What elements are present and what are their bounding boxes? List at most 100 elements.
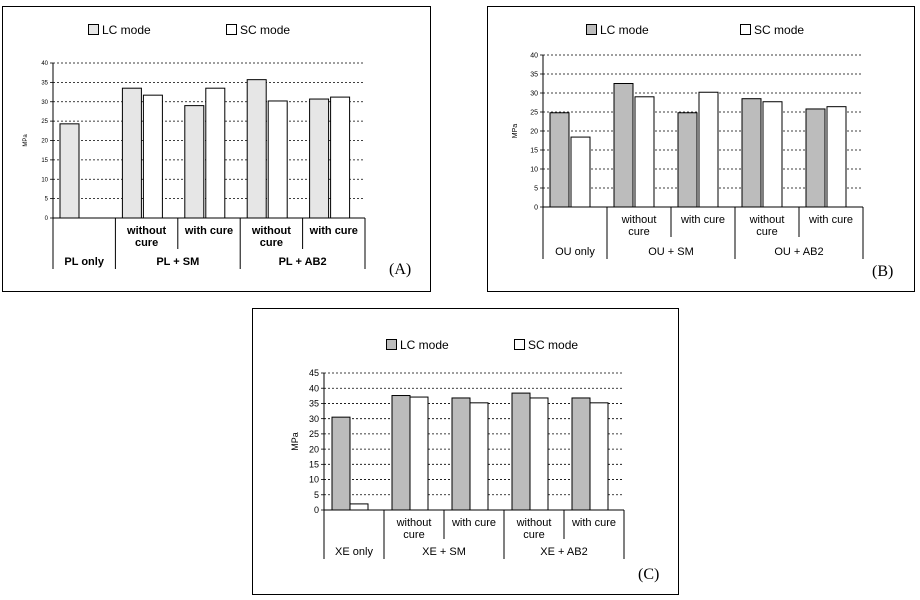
- bar-c-lc-3: [511, 392, 531, 511]
- legend-swatch-sc-c: [514, 339, 526, 350]
- legend-label-lc-b: LC mode: [600, 23, 649, 37]
- legend-swatch-lc-a: [88, 24, 99, 35]
- legend-swatch-sc-a: [226, 24, 238, 35]
- bar-b-sc-1: [634, 96, 655, 208]
- bar-b-lc-1: [613, 83, 634, 208]
- bar-c-sc-2: [469, 402, 489, 511]
- bar-chart-b: 0 5 10 15 20 25 30 35 40 MPa OU only OU + SM OU + AB…: [512, 52, 864, 259]
- category-label-line-b-1-1: cure: [628, 226, 649, 238]
- legend-swatch-sc-b: [740, 24, 752, 35]
- category-label-c-2: with cure: [451, 517, 496, 529]
- ytick-label-a-6: 30: [41, 100, 48, 106]
- category-label-b-2: with cure: [680, 214, 725, 226]
- ytick-label-c-3: 15: [309, 459, 319, 469]
- bar-c-sc-1: [409, 396, 429, 511]
- category-label-line-a-3-1: cure: [260, 237, 283, 249]
- group-label-c-1: XE + SM: [422, 546, 466, 558]
- category-label-a-4: with cure: [309, 225, 358, 237]
- chart-panel-b: LC mode SC mode 0 5 10 15 20 25 30 35 40 MPa OU on…: [487, 6, 915, 292]
- ytick-label-b-2: 10: [530, 166, 538, 173]
- category-label-line-c-3-0: without: [516, 517, 552, 529]
- ytick-label-a-0: 0: [45, 216, 49, 222]
- group-label-b-1: OU + SM: [648, 246, 694, 258]
- group-label-c-0: XE only: [335, 546, 373, 558]
- ytick-label-c-5: 25: [309, 429, 319, 439]
- ytick-label-c-6: 30: [309, 414, 319, 424]
- category-label-line-b-2-0: with cure: [680, 214, 725, 226]
- bar-a-lc-1: [121, 87, 142, 219]
- bar-c-sc-4: [589, 402, 609, 511]
- legend-label-sc-a: SC mode: [240, 23, 291, 37]
- category-label-line-c-4-0: with cure: [571, 517, 616, 529]
- legend-item-lc-c: LC mode: [386, 338, 449, 352]
- y-axis-label-b: MPa: [512, 124, 519, 139]
- ytick-label-c-9: 45: [309, 368, 319, 378]
- category-label-b-1: without cure: [621, 214, 657, 238]
- bar-a-sc-2: [205, 87, 226, 219]
- category-label-a-2: with cure: [184, 225, 233, 237]
- ytick-label-b-8: 40: [530, 52, 538, 59]
- bar-b-sc-2: [698, 91, 719, 208]
- panel-label-c: (C): [638, 566, 660, 583]
- legend-c: LC mode SC mode: [386, 338, 578, 352]
- legend-label-lc-a: LC mode: [102, 23, 151, 37]
- category-label-line-a-1-1: cure: [135, 237, 158, 249]
- group-label-a-2: PL + AB2: [279, 256, 327, 268]
- legend-a: LC mode SC mode: [88, 23, 290, 37]
- category-label-c-3: without cure: [516, 517, 552, 541]
- y-axis-label-a: MPa: [23, 134, 29, 147]
- ytick-label-c-8: 40: [309, 383, 319, 393]
- ytick-label-a-4: 20: [41, 139, 48, 145]
- ytick-label-b-1: 5: [534, 185, 538, 192]
- bar-c-lc-0: [331, 416, 351, 511]
- bar-a-lc-4: [309, 98, 330, 219]
- category-label-c-4: with cure: [571, 517, 616, 529]
- legend-item-lc-a: LC mode: [88, 23, 151, 37]
- category-label-line-b-3-0: without: [749, 214, 785, 226]
- bar-a-lc-0: [59, 123, 80, 219]
- ytick-label-c-0: 0: [314, 505, 319, 515]
- category-label-c-1: without cure: [396, 517, 432, 541]
- legend-item-sc-c: SC mode: [514, 338, 578, 352]
- bar-a-sc-1: [142, 94, 163, 219]
- category-label-a-3: without cure: [251, 225, 291, 249]
- category-label-line-c-1-1: cure: [403, 529, 424, 541]
- legend-label-lc-c: LC mode: [400, 338, 449, 352]
- category-label-line-b-4-0: with cure: [808, 214, 853, 226]
- bar-a-sc-4: [330, 96, 351, 219]
- bar-a-lc-3: [246, 79, 267, 219]
- bar-c-sc-0: [349, 503, 369, 511]
- category-label-line-b-3-1: cure: [756, 226, 777, 238]
- legend-item-sc-a: SC mode: [226, 23, 290, 37]
- ytick-label-b-7: 35: [530, 71, 538, 78]
- ytick-label-c-2: 10: [309, 475, 319, 485]
- legend-label-sc-b: SC mode: [754, 23, 805, 37]
- bar-a-sc-3: [267, 100, 288, 219]
- category-label-b-3: without cure: [749, 214, 785, 238]
- bar-c-lc-1: [391, 395, 411, 511]
- chart-panel-c: LC mode SC mode 0 5 10 15 20 25 30 35 40 45 MPa XE …: [252, 308, 679, 595]
- y-axis-label-c: MPa: [290, 432, 300, 451]
- bar-b-lc-4: [805, 108, 826, 208]
- bar-chart-a: 0 5 10 15 20 25 30 35 40 MPa PL only PL + SM PL + AB…: [23, 61, 366, 269]
- group-label-a-1: PL + SM: [156, 256, 199, 268]
- legend-swatch-lc-b: [586, 24, 597, 35]
- group-label-a-0: PL only: [64, 256, 104, 268]
- category-label-a-1: without cure: [126, 225, 166, 249]
- bar-b-lc-2: [677, 112, 698, 208]
- category-label-line-a-3-0: without: [251, 225, 291, 237]
- ytick-label-b-5: 25: [530, 109, 538, 116]
- legend-swatch-lc-c: [386, 339, 397, 350]
- ytick-label-b-6: 30: [530, 90, 538, 97]
- category-label-line-c-3-1: cure: [523, 529, 544, 541]
- ytick-label-a-8: 40: [41, 61, 48, 67]
- bar-c-lc-2: [451, 397, 471, 511]
- group-label-c-2: XE + AB2: [540, 546, 587, 558]
- panel-label-a: (A): [389, 261, 412, 278]
- category-label-line-c-2-0: with cure: [451, 517, 496, 529]
- bar-a-lc-2: [184, 105, 205, 219]
- legend-item-lc-b: LC mode: [586, 23, 649, 37]
- ytick-label-a-2: 10: [41, 177, 48, 183]
- bar-c-lc-4: [571, 397, 591, 511]
- ytick-label-b-3: 15: [530, 147, 538, 154]
